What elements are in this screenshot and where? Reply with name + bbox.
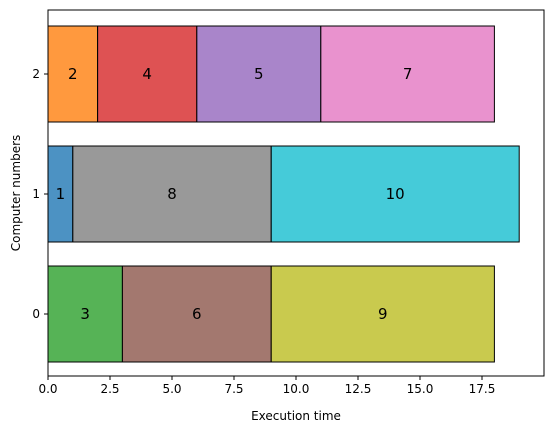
x-axis-ticks: 0.0 2.5 5.0 7.5 10.0 12.5 15.0 17.5	[38, 376, 495, 396]
task-label-9: 9	[378, 305, 388, 323]
y-axis-label: Computer numbers	[9, 135, 23, 252]
task-bar-9	[270, 265, 495, 363]
task-label-4: 4	[142, 65, 152, 83]
task-bar-labels: 3 6 91 8 102 4 5 7	[56, 65, 413, 323]
task-label-2: 2	[68, 65, 78, 83]
y-tick-label: 1	[32, 187, 40, 201]
x-tick-label: 0.0	[38, 382, 57, 396]
task-bar-8	[72, 145, 272, 243]
task-bar-3	[47, 265, 123, 363]
task-label-7: 7	[403, 65, 413, 83]
task-label-1: 1	[56, 185, 66, 203]
task-label-10: 10	[386, 185, 405, 203]
x-tick-label: 15.0	[407, 382, 434, 396]
x-axis-label: Execution time	[251, 409, 341, 423]
task-bars	[47, 25, 520, 363]
x-tick-label: 17.5	[469, 382, 496, 396]
y-axis-ticks: 0 1 2	[32, 67, 48, 321]
task-bar-5	[196, 25, 322, 123]
x-tick-label: 2.5	[100, 382, 119, 396]
x-tick-label: 12.5	[345, 382, 372, 396]
x-tick-label: 5.0	[162, 382, 181, 396]
task-label-3: 3	[80, 305, 90, 323]
task-bar-7	[320, 25, 495, 123]
x-tick-label: 7.5	[224, 382, 243, 396]
x-tick-label: 10.0	[283, 382, 310, 396]
y-tick-label: 2	[32, 67, 40, 81]
y-tick-label: 0	[32, 307, 40, 321]
task-bar-10	[270, 145, 520, 243]
task-label-5: 5	[254, 65, 264, 83]
task-bar-6	[121, 265, 272, 363]
task-bar-4	[97, 25, 198, 123]
task-label-8: 8	[167, 185, 177, 203]
task-bar-2	[47, 25, 99, 123]
task-label-6: 6	[192, 305, 202, 323]
